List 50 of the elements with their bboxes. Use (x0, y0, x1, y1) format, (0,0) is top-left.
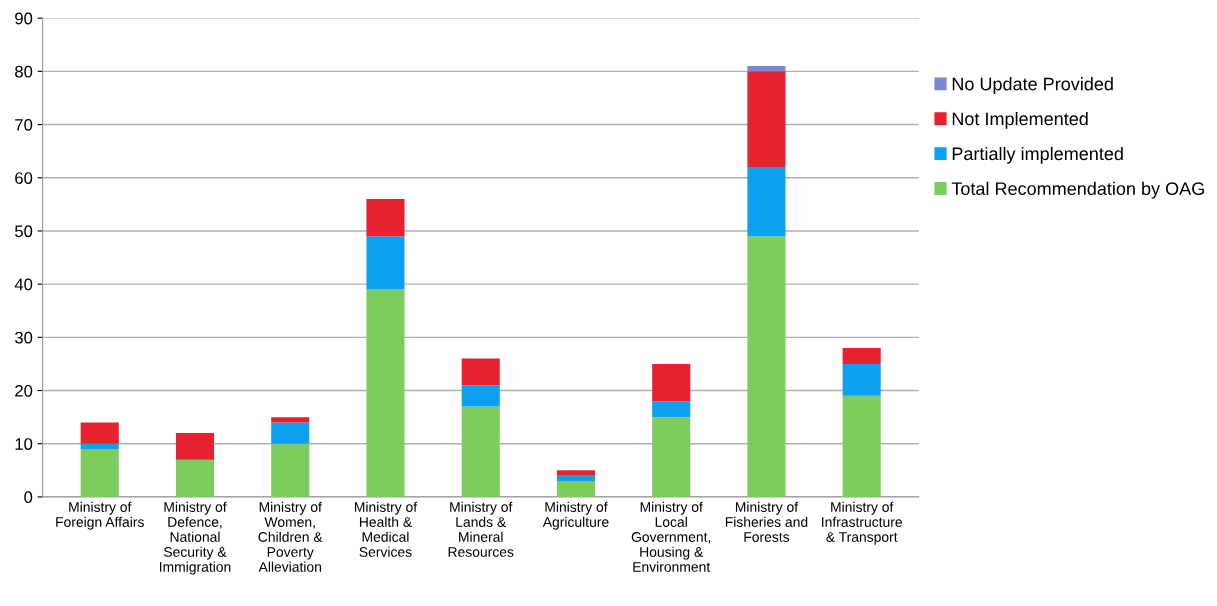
bar (842, 395, 881, 497)
bar (842, 363, 881, 396)
y-tick-label: 50 (15, 225, 33, 238)
y-tick-label: 70 (15, 118, 33, 131)
bar (556, 470, 596, 476)
bar (175, 459, 215, 497)
x-tick-label: Ministry of Health & Medical Services (354, 501, 418, 557)
bar (842, 347, 881, 364)
bar (747, 66, 786, 72)
bar (461, 406, 500, 497)
bar (271, 417, 310, 423)
y-tick-label: 30 (14, 331, 33, 344)
x-tick-label: Ministry of Women, Children & Poverty Alleviation (258, 501, 323, 572)
legend-label: Total Recommendation by OAG (951, 181, 1204, 199)
bar (652, 363, 691, 402)
bar (747, 71, 786, 168)
y-tick-label: 90 (15, 12, 33, 25)
bar (366, 199, 405, 237)
legend-label: Not Implemented (952, 112, 1088, 129)
y-tick-label: 80 (15, 65, 33, 78)
bar (461, 358, 500, 386)
bar (271, 422, 310, 444)
bar (80, 449, 119, 497)
x-tick-label: Ministry of Infrastructure & Transport (822, 501, 902, 545)
y-tick-label: 20 (15, 384, 33, 397)
x-tick-label: Ministry of Agriculture (542, 501, 609, 530)
legend-label: No Update Provided (952, 77, 1113, 94)
x-tick-label: Ministry of Defence, National Security & Immigration (159, 501, 231, 575)
y-tick-label: 0 (24, 491, 33, 504)
y-tick-label: 40 (14, 278, 33, 291)
bar (366, 236, 405, 290)
bar (556, 480, 596, 497)
x-tick-label: Ministry of Local Government, Housing & Environment (631, 501, 711, 572)
bar (271, 443, 310, 497)
y-tick-label: 60 (15, 172, 33, 184)
bar (366, 289, 405, 497)
legend-label: Partially implemented (952, 146, 1123, 164)
x-tick-label: Ministry of Fisheries and Forests (725, 501, 808, 542)
y-tick-label: 10 (15, 438, 33, 450)
bar (175, 433, 215, 460)
bar (556, 475, 596, 481)
x-tick-label: Ministry of Lands & Mineral Resources (448, 501, 514, 557)
bar (652, 401, 691, 418)
bar (80, 422, 119, 444)
bar (80, 443, 119, 450)
bar (461, 385, 500, 407)
x-tick-label: Ministry of Foreign Affairs (56, 501, 144, 530)
bar (747, 236, 786, 497)
bar (747, 167, 786, 237)
bar (652, 417, 691, 497)
